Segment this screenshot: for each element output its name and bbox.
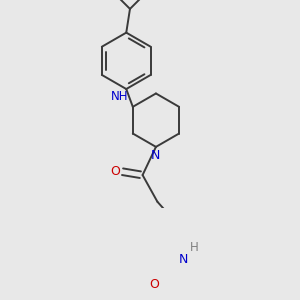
Text: H: H [190,241,199,254]
Text: O: O [110,165,120,178]
Text: O: O [149,278,159,291]
Text: N: N [151,149,160,162]
Text: NH: NH [110,90,128,103]
Text: N: N [179,253,188,266]
